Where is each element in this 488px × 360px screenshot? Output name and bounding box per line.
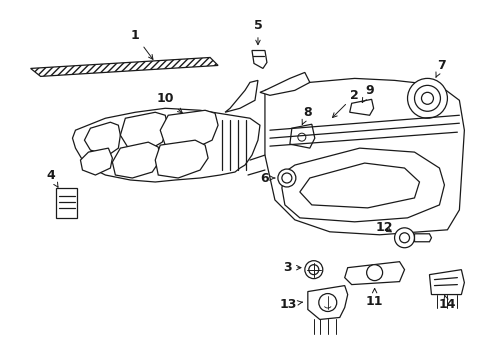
Text: 4: 4	[46, 168, 58, 187]
Polygon shape	[260, 72, 309, 95]
Polygon shape	[31, 58, 218, 76]
Polygon shape	[281, 148, 444, 222]
Polygon shape	[299, 163, 419, 208]
Polygon shape	[289, 124, 314, 148]
Circle shape	[318, 293, 336, 311]
FancyBboxPatch shape	[56, 188, 77, 218]
Polygon shape	[344, 262, 404, 285]
Circle shape	[297, 133, 305, 141]
Text: 9: 9	[362, 84, 373, 103]
Polygon shape	[428, 270, 464, 294]
Text: 12: 12	[375, 221, 392, 234]
Text: 7: 7	[435, 59, 445, 77]
Circle shape	[281, 173, 291, 183]
Polygon shape	[264, 78, 464, 235]
Text: 5: 5	[253, 19, 262, 45]
Circle shape	[366, 265, 382, 280]
Polygon shape	[414, 234, 430, 242]
Polygon shape	[155, 140, 208, 178]
Polygon shape	[349, 99, 373, 115]
Polygon shape	[307, 285, 347, 319]
Polygon shape	[84, 122, 120, 155]
Circle shape	[277, 169, 295, 187]
Circle shape	[304, 261, 322, 279]
Polygon shape	[160, 110, 218, 148]
Text: 10: 10	[156, 92, 182, 113]
Text: 8: 8	[302, 106, 311, 125]
Text: 2: 2	[332, 89, 358, 117]
Circle shape	[407, 78, 447, 118]
Text: 11: 11	[365, 288, 383, 308]
Text: 6: 6	[260, 171, 274, 185]
Circle shape	[399, 233, 408, 243]
Circle shape	[394, 228, 414, 248]
Polygon shape	[224, 80, 258, 112]
Text: 13: 13	[279, 298, 302, 311]
Circle shape	[308, 265, 318, 275]
Polygon shape	[120, 112, 168, 150]
Polygon shape	[81, 148, 112, 175]
Polygon shape	[72, 108, 260, 182]
Circle shape	[421, 92, 432, 104]
Polygon shape	[251, 50, 266, 68]
Text: 14: 14	[438, 295, 455, 311]
Text: 3: 3	[283, 261, 300, 274]
Polygon shape	[112, 142, 160, 178]
Circle shape	[414, 85, 440, 111]
Text: 1: 1	[131, 29, 153, 59]
